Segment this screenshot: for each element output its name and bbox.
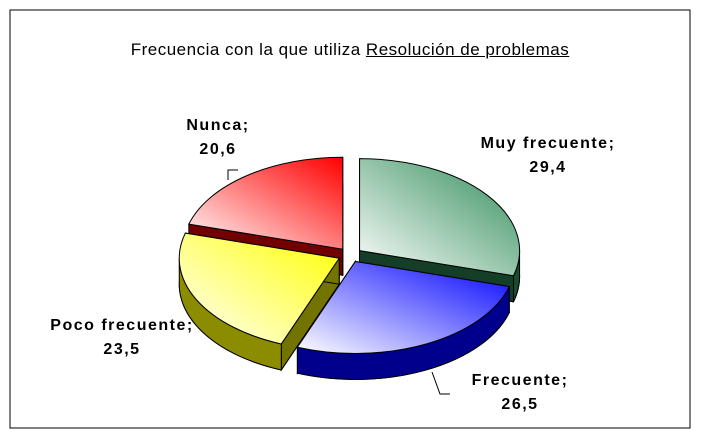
leader-line	[227, 169, 238, 180]
chart-title: Frecuencia con la que utiliza Resolución…	[110, 38, 590, 62]
value-label: 23,5	[103, 341, 140, 358]
leader-line	[431, 371, 450, 395]
data-label: Poco frecuente;	[50, 317, 193, 334]
slice	[178, 232, 341, 372]
label-separator: ;	[562, 372, 569, 389]
category-label: Poco frecuente	[50, 317, 187, 334]
slice-top	[296, 260, 511, 354]
value-label: 20,6	[199, 141, 236, 158]
title-text: Frecuencia con la que utiliza	[130, 40, 361, 59]
category-label: Nunca	[186, 117, 242, 134]
category-label: Muy frecuente	[481, 135, 609, 152]
slice-rim-shade	[179, 258, 282, 370]
slice-top	[178, 232, 341, 345]
pie	[178, 156, 521, 380]
slice-top	[359, 158, 521, 277]
value-label: 26,5	[501, 396, 538, 413]
title-underlined: Resolución de problemas	[365, 40, 570, 59]
data-label: Nunca;	[186, 117, 249, 134]
slice-wall-shade	[281, 258, 340, 370]
data-label: Muy frecuente;	[481, 135, 616, 152]
slice-rim-shade	[297, 286, 510, 380]
label-separator: ;	[609, 135, 616, 152]
label-separator: ;	[187, 317, 194, 334]
slice-top	[188, 156, 344, 250]
label-separator: ;	[243, 117, 250, 134]
slice	[296, 259, 511, 380]
value-label: 29,4	[529, 159, 566, 176]
category-label: Frecuente	[472, 372, 562, 389]
data-label: Frecuente;	[472, 372, 569, 389]
